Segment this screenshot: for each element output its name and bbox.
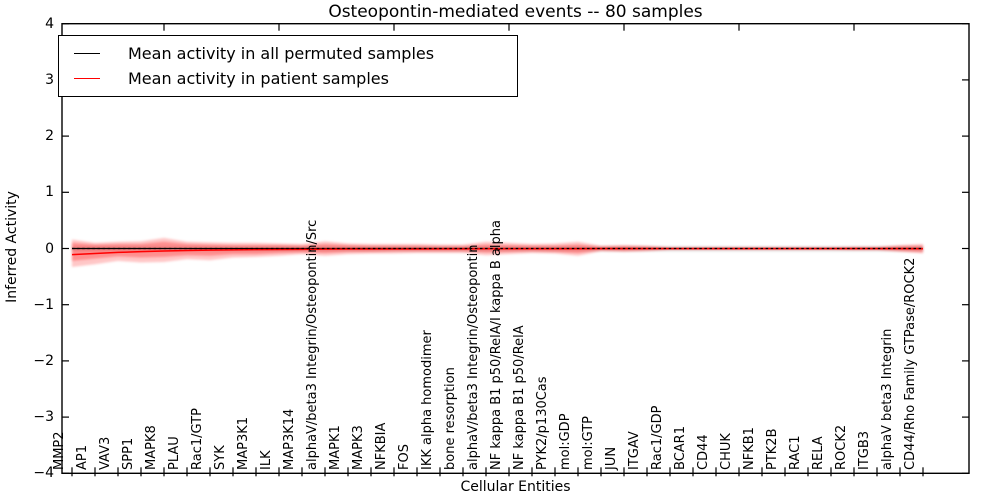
x-tick-label: IKK alpha homodimer — [419, 330, 435, 471]
y-tick-label: 2 — [45, 128, 54, 145]
x-tick-label: ILK — [258, 450, 274, 471]
x-tick-label: alphaV/beta3 Integrin/Osteopontin/Src — [304, 220, 320, 471]
y-tick-label: 0 — [45, 240, 54, 257]
x-tick-label: MAP3K14 — [281, 409, 297, 471]
patient-activity-band-outer — [72, 237, 923, 268]
x-tick-label: BCAR1 — [672, 426, 688, 471]
patient-activity-band-inner — [72, 241, 923, 261]
x-tick-label: Rac1/GTP — [189, 408, 205, 471]
y-tick-label: 1 — [45, 184, 54, 201]
x-tick-label: NFKB1 — [741, 427, 757, 471]
y-tick-label: −3 — [33, 409, 54, 426]
x-tick-label: MAP3K1 — [235, 417, 251, 471]
x-tick-label: mol:GDP — [557, 413, 573, 471]
x-tick-label: RELA — [810, 436, 826, 471]
x-tick-label: AP1 — [74, 445, 90, 471]
x-tick-label: PYK2/p130Cas — [534, 376, 550, 471]
x-tick-label: RAC1 — [787, 435, 803, 471]
x-tick-label: Rac1/GDP — [649, 405, 665, 471]
x-tick-label: VAV3 — [97, 437, 113, 471]
x-tick-label: CD44/Rho Family GTPase/ROCK2 — [902, 257, 918, 471]
x-tick-label: CD44 — [695, 434, 711, 471]
patient-line-sample-icon — [74, 78, 100, 79]
x-tick-label: JUN — [603, 447, 619, 471]
x-tick-label: FOS — [396, 444, 412, 471]
x-tick-label: PLAU — [166, 436, 182, 471]
x-tick-label: alphaV beta3 Integrin — [879, 328, 895, 471]
y-tick-label: 3 — [45, 71, 54, 88]
y-tick-label: −1 — [33, 296, 54, 313]
y-tick-label: −2 — [33, 352, 54, 369]
legend-item-patient: Mean activity in patient samples — [59, 69, 517, 88]
permuted-line-sample-icon — [74, 53, 100, 54]
legend-label: Mean activity in patient samples — [128, 69, 389, 88]
x-tick-label: MAPK8 — [143, 425, 159, 471]
y-tick-label: −4 — [33, 465, 54, 482]
x-tick-label: CHUK — [718, 433, 734, 471]
x-tick-label: ITGB3 — [856, 431, 872, 471]
x-tick-label: bone resorption — [442, 367, 458, 471]
x-tick-label: SYK — [212, 445, 228, 471]
x-tick-label: NF kappa B1 p50/RelA/I kappa B alpha — [488, 220, 504, 471]
legend: Mean activity in all permuted samples Me… — [58, 35, 518, 97]
x-tick-label: PTK2B — [764, 428, 780, 471]
x-tick-label: mol:GTP — [580, 416, 596, 471]
x-axis-label: Cellular Entities — [460, 479, 571, 495]
x-tick-label: NFKBIA — [373, 422, 389, 471]
x-tick-label: MAPK1 — [327, 425, 343, 471]
x-tick-label: NF kappa B1 p50/RelA — [511, 325, 527, 471]
x-tick-label: MAPK3 — [350, 425, 366, 471]
x-tick-label: alphaV/beta3 Integrin/Osteopontin — [465, 244, 481, 471]
x-tick-label: SPP1 — [120, 438, 136, 471]
legend-label: Mean activity in all permuted samples — [128, 44, 435, 63]
x-tick-label: ITGAV — [626, 431, 642, 471]
x-tick-label: MMP2 — [51, 431, 67, 471]
x-tick-label: ROCK2 — [833, 425, 849, 471]
legend-item-permuted: Mean activity in all permuted samples — [59, 44, 517, 63]
chart-title: Osteopontin-mediated events -- 80 sample… — [328, 2, 703, 22]
y-tick-label: 4 — [45, 15, 54, 32]
